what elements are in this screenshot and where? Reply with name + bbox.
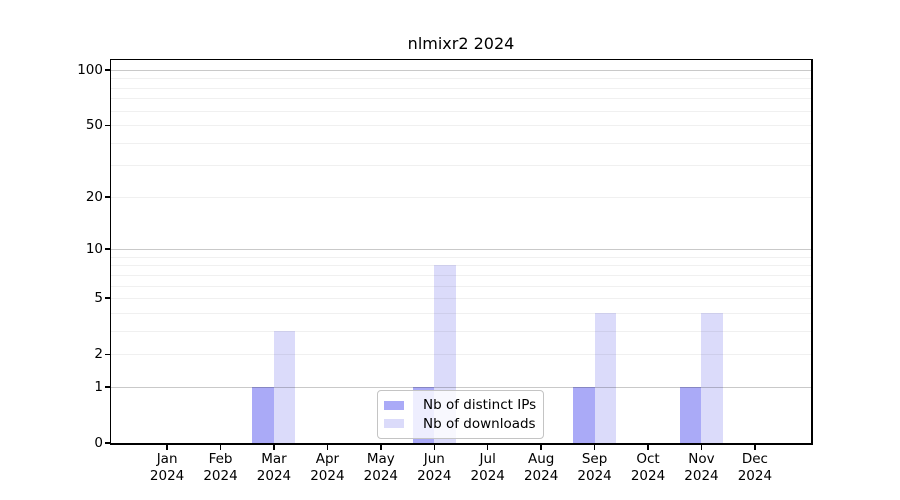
- x-tick: [273, 445, 275, 450]
- bar-nb-of-distinct-ips-nov: [679, 386, 702, 443]
- x-tick: [166, 445, 168, 450]
- y-tick: [104, 196, 111, 198]
- x-tick: [380, 445, 382, 450]
- bar-nb-of-downloads-sep: [594, 312, 617, 443]
- y-tick: [104, 69, 111, 71]
- legend: Nb of distinct IPs Nb of downloads: [377, 390, 544, 439]
- bar-nb-of-distinct-ips-mar: [252, 386, 274, 443]
- spine-left: [109, 58, 111, 445]
- y-tick: [104, 297, 111, 299]
- legend-swatch-downloads: [384, 419, 404, 429]
- y-tick-label: 10: [85, 241, 103, 258]
- x-tick-label: Dec 2024: [737, 451, 773, 484]
- gridline-minor: [111, 312, 811, 314]
- chart-title: nlmixr2 2024: [407, 34, 515, 53]
- x-tick-label: Oct 2024: [630, 451, 666, 484]
- bar-nb-of-distinct-ips-sep: [573, 386, 595, 443]
- gridline-minor: [111, 87, 811, 89]
- plot-area: [111, 60, 811, 443]
- x-tick: [754, 445, 756, 450]
- gridline-minor: [111, 256, 811, 258]
- y-tick-label: 2: [94, 346, 103, 363]
- gridline-minor: [111, 285, 811, 287]
- x-tick-label: Jun 2024: [417, 451, 452, 484]
- x-tick: [593, 445, 596, 450]
- x-tick-label: Sep 2024: [577, 451, 612, 484]
- x-tick-label: Jul 2024: [470, 451, 505, 484]
- y-tick-label: 100: [77, 62, 103, 78]
- gridline-minor: [111, 125, 811, 127]
- x-tick: [219, 445, 222, 450]
- gridline-minor: [111, 196, 811, 198]
- x-tick: [433, 445, 435, 450]
- gridline-minor: [111, 354, 811, 356]
- y-tick-label: 50: [85, 117, 103, 134]
- spine-top: [110, 58, 812, 60]
- spine-right: [811, 58, 813, 445]
- gridline-minor: [111, 165, 811, 167]
- y-tick-label: 5: [94, 290, 103, 307]
- gridline-minor: [111, 110, 811, 112]
- legend-label-downloads: Nb of downloads: [423, 415, 536, 432]
- y-tick-label: 20: [85, 188, 103, 205]
- y-tick: [104, 248, 111, 250]
- gridline-minor: [111, 330, 811, 332]
- gridline-minor: [111, 142, 811, 144]
- bar-nb-of-downloads-mar: [273, 330, 296, 443]
- x-tick: [487, 445, 489, 450]
- spine-bottom: [110, 443, 812, 445]
- y-tick: [104, 353, 111, 355]
- legend-label-distinct-ips: Nb of distinct IPs: [423, 397, 537, 414]
- x-tick-label: May 2024: [363, 451, 399, 484]
- y-tick-label: 1: [94, 378, 103, 395]
- x-tick-label: Feb 2024: [203, 451, 238, 484]
- x-tick-label: Mar 2024: [256, 451, 292, 484]
- x-tick: [700, 445, 703, 450]
- legend-swatch-distinct-ips: [384, 400, 404, 410]
- gridline-minor: [111, 78, 811, 80]
- bar-nb-of-downloads-nov: [701, 312, 723, 443]
- y-tick: [104, 386, 111, 388]
- gridline-major: [111, 70, 811, 71]
- x-tick: [326, 445, 329, 450]
- x-tick-label: Jan 2024: [149, 451, 185, 484]
- legend-item-downloads: Nb of downloads: [384, 416, 537, 432]
- gridline-major: [111, 249, 811, 251]
- gridline-minor: [111, 98, 811, 100]
- gridline-minor: [111, 298, 811, 300]
- legend-item-distinct-ips: Nb of distinct IPs: [384, 397, 537, 413]
- x-tick: [647, 445, 649, 450]
- gridline-minor: [111, 274, 811, 276]
- x-tick-label: Nov 2024: [684, 451, 719, 484]
- y-tick: [104, 442, 111, 444]
- y-tick-label: 0: [94, 435, 103, 451]
- y-tick: [104, 124, 111, 126]
- x-tick: [540, 445, 542, 450]
- x-tick-label: Apr 2024: [310, 451, 345, 484]
- gridline-minor: [111, 265, 811, 267]
- x-tick-label: Aug 2024: [523, 451, 559, 484]
- gridline-major: [111, 386, 811, 388]
